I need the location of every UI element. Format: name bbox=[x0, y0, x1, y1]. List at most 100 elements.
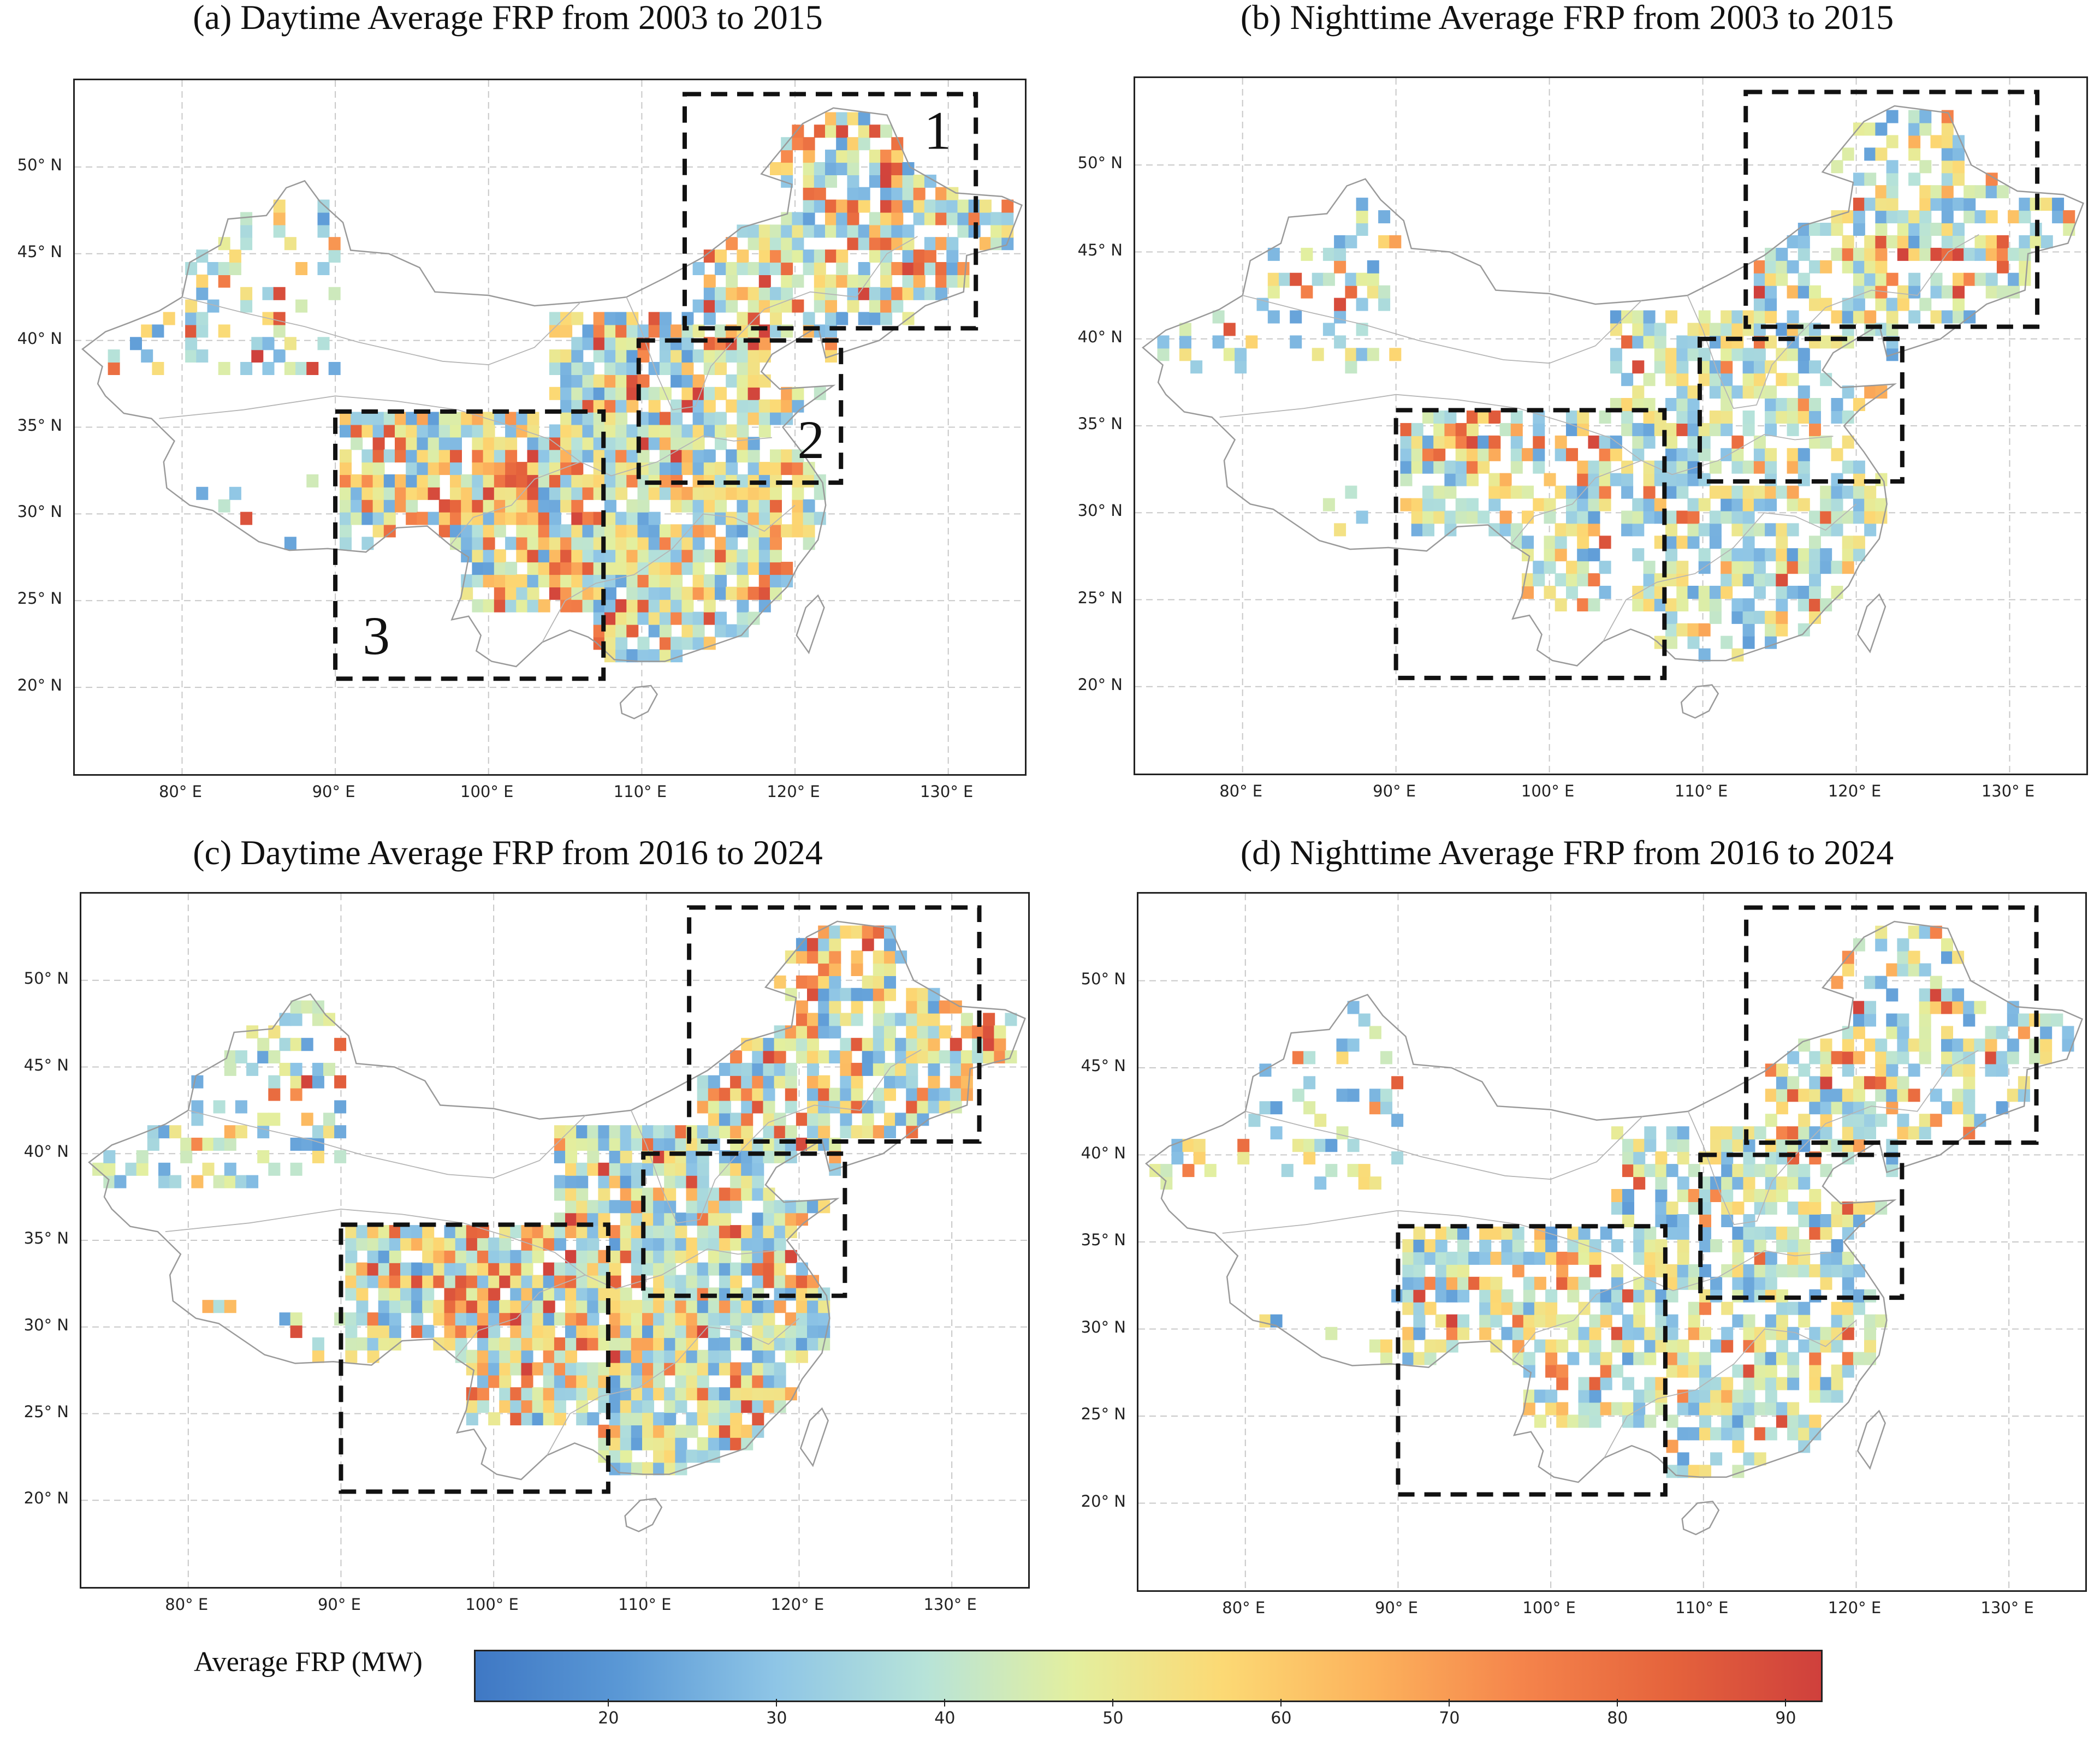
fire-pixel bbox=[719, 1424, 731, 1438]
fire-pixel bbox=[1556, 1314, 1569, 1328]
fire-pixel bbox=[763, 1362, 775, 1376]
fire-pixel bbox=[1578, 1251, 1591, 1265]
fire-pixel bbox=[825, 112, 837, 126]
fire-pixel bbox=[1897, 1126, 1909, 1140]
fire-pixel bbox=[1367, 285, 1379, 299]
fire-pixel bbox=[532, 1362, 544, 1376]
fire-pixel bbox=[483, 437, 495, 450]
fire-pixel bbox=[946, 199, 959, 213]
fire-pixel bbox=[499, 1250, 512, 1263]
fire-pixel bbox=[758, 599, 771, 613]
fire-pixel bbox=[152, 324, 164, 338]
fire-pixel bbox=[708, 1237, 720, 1251]
fire-pixel bbox=[1776, 1101, 1788, 1115]
fire-pixel bbox=[642, 1424, 654, 1438]
fire-pixel bbox=[582, 586, 595, 600]
fire-pixel bbox=[1512, 1301, 1524, 1315]
fire-pixel bbox=[1446, 1314, 1458, 1328]
fire-pixel bbox=[1457, 1251, 1469, 1265]
fire-pixel bbox=[1743, 1264, 1755, 1277]
fire-pixel bbox=[1545, 1226, 1558, 1240]
fire-pixel bbox=[719, 1250, 731, 1263]
fire-pixel bbox=[422, 1237, 435, 1251]
fire-pixel bbox=[1709, 385, 1722, 399]
fire-pixel bbox=[549, 324, 561, 338]
fire-pixel bbox=[587, 1212, 600, 1226]
fire-pixel bbox=[697, 1262, 709, 1276]
fire-pixel bbox=[752, 1387, 764, 1401]
fire-pixel bbox=[1963, 1038, 1976, 1052]
fire-pixel bbox=[664, 1187, 677, 1201]
fire-pixel bbox=[1831, 586, 1843, 599]
fire-pixel bbox=[180, 1138, 193, 1151]
fire-pixel bbox=[1842, 561, 1854, 574]
fire-pixel bbox=[1941, 198, 1954, 211]
fire-pixel bbox=[554, 1400, 566, 1413]
fire-pixel bbox=[1157, 348, 1170, 361]
fire-pixel bbox=[1864, 385, 1877, 399]
fire-pixel bbox=[1369, 1089, 1381, 1102]
fire-pixel bbox=[1864, 235, 1877, 248]
fire-pixel bbox=[928, 1000, 940, 1014]
fire-pixel bbox=[664, 1237, 677, 1251]
fire-pixel bbox=[648, 462, 661, 475]
fire-pixel bbox=[847, 287, 859, 300]
fire-pixel bbox=[913, 262, 926, 275]
fire-pixel bbox=[671, 412, 683, 425]
fire-pixel bbox=[582, 374, 595, 388]
fire-pixel bbox=[538, 524, 550, 538]
fire-pixel bbox=[1413, 1251, 1426, 1265]
fire-pixel bbox=[774, 1113, 786, 1126]
fire-pixel bbox=[620, 1225, 632, 1239]
fire-pixel bbox=[560, 399, 573, 413]
fire-pixel bbox=[1466, 435, 1479, 449]
fire-pixel bbox=[671, 499, 683, 513]
fire-pixel bbox=[1534, 1301, 1546, 1315]
fire-pixel bbox=[609, 1437, 621, 1450]
fire-pixel bbox=[1677, 1402, 1689, 1416]
fire-pixel bbox=[417, 512, 429, 525]
fire-pixel bbox=[1312, 348, 1324, 361]
fire-pixel bbox=[1853, 1289, 1865, 1303]
fire-pixel bbox=[1742, 610, 1755, 624]
fire-pixel bbox=[692, 611, 705, 625]
fire-pixel bbox=[444, 1287, 456, 1301]
fire-pixel bbox=[1864, 198, 1877, 211]
fire-pixel bbox=[361, 486, 374, 500]
fire-pixel bbox=[664, 1400, 677, 1413]
fire-pixel bbox=[697, 1100, 709, 1114]
fire-pixel bbox=[340, 524, 352, 538]
fire-pixel bbox=[847, 212, 859, 225]
fire-pixel bbox=[576, 1387, 589, 1401]
fire-pixel bbox=[438, 424, 451, 438]
fire-pixel bbox=[549, 424, 561, 438]
fire-pixel bbox=[1435, 1289, 1448, 1303]
fire-pixel bbox=[604, 486, 616, 500]
fire-pixel bbox=[781, 287, 793, 300]
fire-pixel bbox=[825, 199, 837, 213]
fire-pixel bbox=[1952, 1051, 1965, 1065]
fire-pixel bbox=[1941, 988, 1953, 1002]
fire-pixel bbox=[1334, 260, 1346, 274]
y-tick-label: 25° N bbox=[23, 1402, 69, 1421]
fire-pixel bbox=[1875, 285, 1888, 299]
fire-pixel bbox=[1677, 1226, 1689, 1240]
fire-pixel bbox=[417, 462, 429, 475]
fire-pixel bbox=[1753, 298, 1766, 311]
fire-pixel bbox=[240, 287, 253, 300]
fire-pixel bbox=[2040, 1051, 2052, 1065]
fire-pixel bbox=[290, 1038, 302, 1051]
fire-pixel bbox=[1809, 223, 1821, 236]
fire-pixel bbox=[1820, 1051, 1832, 1065]
fire-pixel bbox=[719, 1387, 731, 1401]
fire-pixel bbox=[505, 462, 518, 475]
fire-pixel bbox=[1941, 185, 1954, 199]
fire-pixel bbox=[726, 299, 738, 313]
fire-pixel bbox=[560, 437, 573, 450]
fire-pixel bbox=[1732, 1414, 1745, 1428]
fire-pixel bbox=[1654, 498, 1666, 512]
fire-pixel bbox=[703, 449, 716, 463]
fire-pixel bbox=[543, 1287, 555, 1301]
fire-pixel bbox=[1842, 435, 1854, 449]
fire-pixel bbox=[521, 1337, 533, 1351]
